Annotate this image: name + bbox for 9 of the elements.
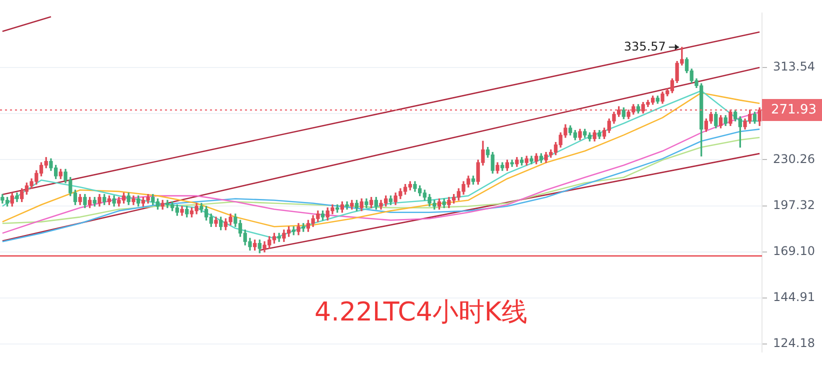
y-tick-label: 197.32 [773, 198, 815, 212]
y-tick-label: 144.91 [773, 290, 815, 304]
ref-line-label: 271.93 [771, 102, 816, 118]
y-tick-label: 230.26 [773, 152, 815, 166]
text: 4.22LTC4小时K线 [314, 298, 528, 328]
y-tick-label: 124.18 [773, 336, 815, 350]
y-tick-label: 169.10 [773, 244, 815, 258]
y-tick-label: 313.54 [773, 60, 815, 74]
annotation: 335.57 [624, 39, 666, 54]
